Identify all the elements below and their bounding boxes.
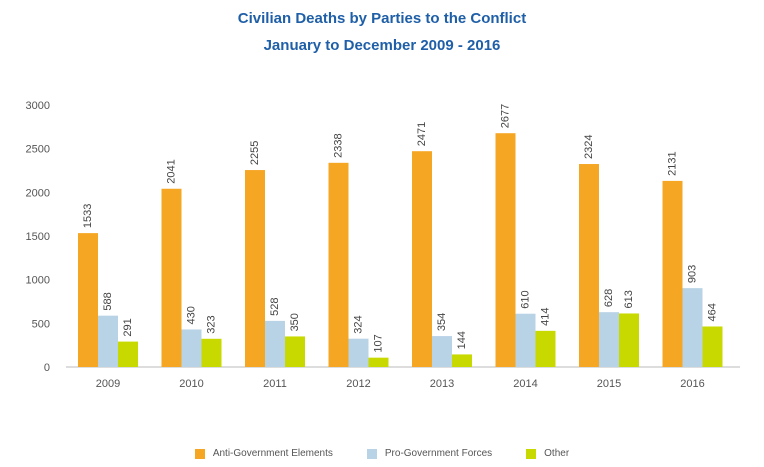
legend-label-other: Other: [544, 448, 570, 459]
data-label: 107: [372, 334, 384, 352]
chart-title: Civilian Deaths by Parties to the Confli…: [237, 10, 527, 27]
legend-label-pro-government: Pro-Government Forces: [384, 448, 493, 459]
bar-pro-government: [265, 320, 285, 367]
bar-other: [535, 330, 556, 367]
data-label: 430: [185, 306, 197, 324]
bar-other: [368, 357, 389, 367]
data-label: 350: [289, 313, 301, 331]
bar-pro-government: [348, 338, 369, 367]
bar-other: [702, 326, 723, 367]
data-label: 588: [102, 292, 114, 310]
legend-label-anti-government: Anti-Government Elements: [212, 448, 333, 459]
y-tick-label: 2500: [26, 144, 50, 156]
bar-anti-government: [161, 188, 182, 367]
data-label: 2324: [583, 135, 595, 159]
data-label: 2471: [416, 122, 428, 146]
y-tick-label: 1500: [26, 231, 50, 243]
data-label: 528: [269, 298, 281, 316]
data-label: 2041: [165, 159, 177, 183]
legend-item-other: Other: [526, 448, 569, 459]
chart-legend: Anti-Government Elements Pro-Government …: [0, 448, 764, 459]
data-label: 610: [519, 290, 531, 308]
legend-swatch-anti-government: [194, 448, 205, 459]
data-label: 291: [122, 318, 134, 336]
data-label: 324: [352, 315, 364, 333]
bar-other: [452, 354, 472, 367]
bar-pro-government: [98, 315, 118, 367]
bar-pro-government: [515, 313, 536, 367]
x-tick-label: 2013: [430, 378, 454, 390]
bar-anti-government: [662, 180, 683, 367]
bar-pro-government: [682, 288, 703, 367]
legend-item-anti-government: Anti-Government Elements: [194, 448, 333, 459]
legend-item-pro-government: Pro-Government Forces: [366, 448, 493, 459]
data-label: 613: [623, 290, 635, 308]
data-label: 323: [205, 315, 217, 333]
bar-anti-government: [579, 164, 599, 367]
bar-other: [201, 338, 222, 367]
y-tick-label: 3000: [26, 100, 50, 112]
data-label: 903: [686, 265, 698, 283]
bar-other: [285, 336, 305, 367]
x-tick-label: 2012: [346, 378, 370, 390]
bar-chart: 0 500 1000 1500 2000 2500 3000 1533 588 291 2009 20…: [26, 100, 740, 390]
x-tick-label: 2011: [263, 378, 287, 390]
bar-pro-government: [432, 336, 452, 367]
bar-pro-government: [181, 329, 202, 367]
legend-swatch-pro-government: [366, 448, 377, 459]
y-tick-label: 0: [44, 362, 50, 374]
x-tick-label: 2014: [513, 378, 537, 390]
data-label: 2677: [499, 104, 511, 128]
data-label: 628: [603, 289, 615, 307]
bar-anti-government: [78, 233, 98, 367]
data-label: 414: [539, 307, 551, 325]
bar-pro-government: [599, 312, 619, 367]
data-label: 2338: [332, 133, 344, 157]
bar-other: [619, 313, 639, 367]
bar-anti-government: [328, 162, 349, 367]
data-label: 2255: [249, 141, 261, 165]
data-label: 2131: [666, 151, 678, 175]
bar-anti-government: [412, 151, 432, 367]
data-label: 464: [706, 303, 718, 321]
x-tick-label: 2010: [179, 378, 203, 390]
bar-anti-government: [495, 133, 516, 367]
bar-anti-government: [245, 170, 265, 367]
x-tick-label: 2015: [597, 378, 621, 390]
x-tick-label: 2016: [680, 378, 704, 390]
y-tick-label: 1000: [26, 275, 50, 287]
legend-swatch-other: [526, 448, 537, 459]
data-label: 1533: [82, 204, 94, 228]
data-label: 354: [436, 313, 448, 331]
x-tick-label: 2009: [96, 378, 120, 390]
bar-other: [118, 341, 138, 367]
y-tick-label: 500: [32, 318, 50, 330]
data-label: 144: [456, 331, 468, 349]
chart-subtitle: January to December 2009 - 2016: [263, 37, 501, 54]
y-tick-label: 2000: [26, 187, 50, 199]
